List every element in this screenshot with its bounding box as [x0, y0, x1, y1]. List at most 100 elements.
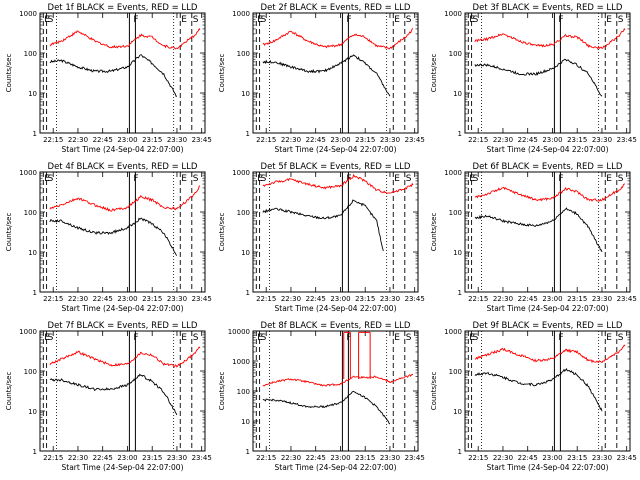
marker-label: E	[394, 15, 400, 25]
marker-label: E	[257, 174, 263, 184]
x-tick-label: 23:15	[355, 454, 375, 462]
chart-panel: Det 4f BLACK = Events, RED = LLD Counts/s…	[5, 162, 212, 313]
x-axis-label: Start Time (24-Sep-04 22:07:00)	[275, 145, 397, 154]
x-tick-label: 22:45	[306, 295, 326, 303]
marker-label: E	[606, 174, 612, 184]
plot-frame	[464, 171, 631, 293]
lld-series-line	[262, 373, 414, 387]
y-tick-label: 100	[24, 368, 37, 376]
lld-series-line	[262, 173, 414, 194]
y-axis-label: Counts/sec	[5, 372, 13, 411]
x-tick-label: 23:45	[405, 136, 425, 144]
chart-panel: Det 8f BLACK = Events, RED = LLD Counts/s…	[218, 321, 425, 472]
y-axis-label: Counts/sec	[218, 54, 226, 93]
y-tick-label: 1	[246, 448, 250, 456]
x-tick-label: 23:45	[405, 295, 425, 303]
chart-title: Det 8f BLACK = Events, RED = LLD	[261, 321, 411, 331]
x-tick-label: 23:00	[542, 295, 562, 303]
marker-label: E	[394, 174, 400, 184]
x-tick-label: 23:45	[405, 454, 425, 462]
y-tick-label: 10	[28, 249, 37, 257]
y-tick-label: 10000	[228, 328, 250, 336]
x-tick-label: 23:30	[380, 295, 400, 303]
x-tick-label: 22:15	[43, 454, 63, 462]
marker-label: E	[181, 174, 187, 184]
events-series-line	[474, 368, 603, 412]
lld-series-line	[474, 183, 626, 202]
x-tick-label: 22:30	[493, 136, 513, 144]
marker-label: S	[261, 15, 267, 25]
plot-frame	[39, 12, 206, 134]
marker-label: E	[44, 333, 50, 343]
marker-label: S	[261, 174, 267, 184]
x-tick-label: 23:30	[167, 136, 187, 144]
x-axis-label: Start Time (24-Sep-04 22:07:00)	[275, 463, 397, 472]
chart-panel: Det 9f BLACK = Events, RED = LLD Counts/s…	[430, 321, 637, 472]
x-tick-label: 23:00	[117, 136, 137, 144]
y-tick-label: 1000	[444, 10, 462, 18]
events-series-line	[474, 58, 603, 97]
x-tick-label: 22:15	[256, 136, 276, 144]
x-tick-label: 22:15	[468, 295, 488, 303]
x-tick-label: 23:00	[330, 295, 350, 303]
x-tick-label: 23:00	[542, 136, 562, 144]
marker-label: E	[469, 174, 475, 184]
marker-label: F	[346, 15, 351, 25]
y-tick-label: 1	[246, 289, 250, 297]
x-tick-label: 23:15	[142, 136, 162, 144]
y-tick-label: 1	[458, 289, 462, 297]
x-axis-label: Start Time (24-Sep-04 22:07:00)	[275, 304, 397, 313]
y-tick-label: 100	[24, 209, 37, 217]
x-tick-label: 23:45	[617, 136, 637, 144]
marker-label: S	[473, 333, 479, 343]
y-axis-label: Counts/sec	[218, 213, 226, 252]
events-series-line	[262, 54, 391, 97]
x-tick-label: 22:15	[256, 454, 276, 462]
plot-frame	[252, 171, 419, 293]
chart-title: Det 1f BLACK = Events, RED = LLD	[48, 3, 198, 13]
y-tick-label: 1	[33, 448, 37, 456]
lld-series-line	[49, 346, 201, 368]
lld-series-line	[49, 27, 201, 50]
plot-frame	[464, 12, 631, 134]
y-tick-label: 10	[241, 418, 250, 426]
y-tick-label: 1000	[19, 169, 37, 177]
y-tick-label: 1000	[232, 10, 250, 18]
x-axis-label: Start Time (24-Sep-04 22:07:00)	[487, 463, 609, 472]
y-tick-label: 100	[449, 50, 462, 58]
marker-label: F	[133, 333, 138, 343]
marker-label: S	[48, 333, 54, 343]
marker-label: S	[193, 15, 199, 25]
x-tick-label: 22:15	[256, 295, 276, 303]
x-tick-label: 23:00	[542, 454, 562, 462]
plot-frame	[39, 171, 206, 293]
y-tick-label: 100	[237, 209, 250, 217]
marker-label: S	[406, 15, 412, 25]
y-tick-label: 100	[24, 50, 37, 58]
x-tick-label: 23:30	[380, 136, 400, 144]
marker-label: E	[257, 15, 263, 25]
x-tick-label: 22:45	[518, 295, 538, 303]
marker-label: S	[473, 15, 479, 25]
x-tick-label: 22:45	[306, 454, 326, 462]
marker-label: E	[44, 15, 50, 25]
y-tick-label: 10	[28, 90, 37, 98]
x-axis-label: Start Time (24-Sep-04 22:07:00)	[62, 304, 184, 313]
chart-panel: Det 2f BLACK = Events, RED = LLD Counts/s…	[218, 3, 425, 154]
marker-label: F	[558, 15, 563, 25]
y-tick-label: 100	[449, 209, 462, 217]
events-series-line	[474, 207, 603, 253]
marker-label: S	[406, 333, 412, 343]
y-tick-label: 1000	[444, 328, 462, 336]
marker-label: E	[257, 333, 263, 343]
y-tick-label: 100	[237, 388, 250, 396]
y-tick-label: 1000	[19, 10, 37, 18]
marker-label: S	[48, 174, 54, 184]
y-tick-label: 10	[28, 408, 37, 416]
lld-series-line	[474, 27, 626, 50]
y-tick-label: 1000	[19, 328, 37, 336]
x-tick-label: 22:15	[43, 295, 63, 303]
x-tick-label: 22:45	[518, 454, 538, 462]
